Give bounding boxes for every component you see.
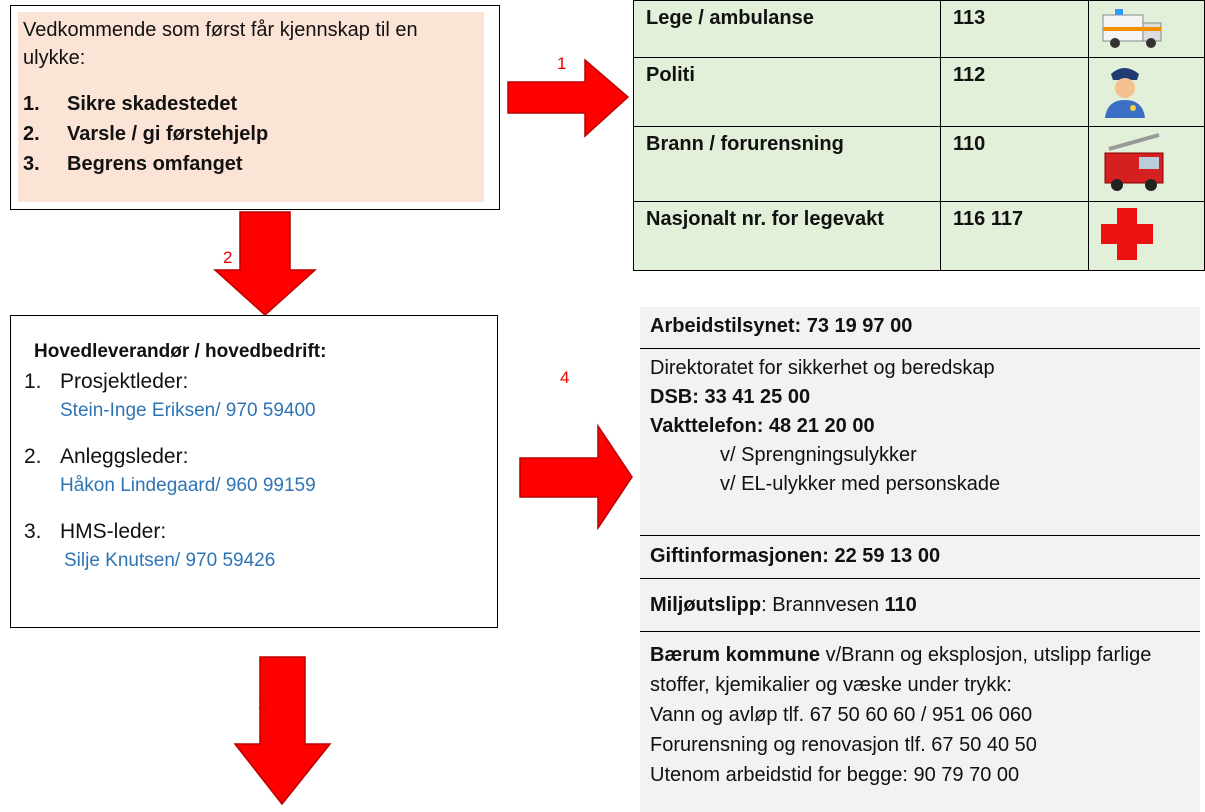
contact-role: Anleggsleder: — [60, 445, 188, 468]
case-line: v/ Sprengningsulykker — [650, 441, 1190, 470]
authority-phone: DSB: 33 41 25 00 — [650, 383, 1190, 412]
arrow-right — [508, 60, 628, 136]
contact-role: HMS-leder: — [60, 520, 166, 543]
authority-line: Forurensning og renovasjon tlf. 67 50 40… — [650, 730, 1190, 760]
contact-number: 3. — [24, 520, 60, 544]
authority-name: Direktoratet for sikkerhet og beredskap — [650, 354, 1190, 383]
contact-item: 1.Prosjektleder: Stein-Inge Eriksen/ 970 … — [24, 370, 316, 422]
arrow-label: 2 — [223, 248, 232, 268]
panel-section: Miljøutslipp: Brannvesen 110 — [640, 579, 1200, 632]
panel-section: Bærum kommune v/Brann og eksplosjon, uts… — [640, 632, 1200, 812]
police-icon — [1099, 60, 1149, 120]
table-row: Lege / ambulanse 113 — [634, 1, 1205, 58]
service-name: Lege / ambulanse — [634, 1, 941, 58]
table-row: Brann / forurensning 110 — [634, 127, 1205, 202]
arrow-down — [235, 657, 330, 804]
arrow-right — [520, 426, 632, 528]
page: Vedkommende som først får kjennskap til … — [0, 0, 1205, 812]
duty-phone: Vakttelefon: 48 21 20 00 — [650, 412, 1190, 441]
authority-number: 110 — [885, 594, 917, 616]
contact-item: 3.HMS-leder: Silje Knutsen/ 970 59426 — [24, 520, 275, 572]
authority-label: Miljøutslipp — [650, 594, 761, 616]
table-row: Politi 112 — [634, 58, 1205, 127]
arrow-label: 3 — [258, 695, 267, 715]
authorities-panel: Arbeidstilsynet: 73 19 97 00 Direktorate… — [640, 307, 1200, 812]
authority-line: Giftinformasjonen: 22 59 13 00 — [650, 545, 940, 567]
panel-section: Giftinformasjonen: 22 59 13 00 — [640, 536, 1200, 579]
fire-truck-icon — [1099, 129, 1169, 195]
contact-number: 1. — [24, 370, 60, 394]
authority-name: Bærum kommune — [650, 644, 820, 666]
authority-text: : Brannvesen — [761, 594, 879, 616]
contact-person: Silje Knutsen/ 970 59426 — [64, 550, 275, 572]
panel-section: Arbeidstilsynet: 73 19 97 00 — [640, 307, 1200, 349]
service-number: 110 — [941, 127, 1089, 202]
contact-person: Håkon Lindegaard/ 960 99159 — [60, 475, 316, 497]
arrow-label: 1 — [557, 54, 566, 74]
red-cross-icon — [1099, 204, 1155, 264]
arrow-label: 4 — [560, 368, 569, 388]
service-number: 113 — [941, 1, 1089, 58]
icon-cell — [1089, 127, 1205, 202]
service-name: Brann / forurensning — [634, 127, 941, 202]
contact-number: 2. — [24, 445, 60, 469]
table-row: Nasjonalt nr. for legevakt 116 117 — [634, 202, 1205, 271]
service-number: 116 117 — [941, 202, 1089, 271]
authority-line: Utenom arbeidstid for begge: 90 79 70 00 — [650, 760, 1190, 790]
icon-cell — [1089, 1, 1205, 58]
contact-person: Stein-Inge Eriksen/ 970 59400 — [60, 400, 316, 422]
icon-cell — [1089, 58, 1205, 127]
icon-cell — [1089, 202, 1205, 271]
contractor-title: Hovedleverandør / hovedbedrift: — [34, 341, 326, 363]
contact-role: Prosjektleder: — [60, 370, 188, 393]
contractor-box: Hovedleverandør / hovedbedrift: 1.Prosje… — [10, 315, 498, 628]
authority-line: Arbeidstilsynet: 73 19 97 00 — [650, 315, 912, 337]
authority-line: Vann og avløp tlf. 67 50 60 60 / 951 06 … — [650, 700, 1190, 730]
case-line: v/ EL-ulykker med personskade — [650, 470, 1190, 499]
contact-item: 2.Anleggsleder: Håkon Lindegaard/ 960 991… — [24, 445, 316, 497]
service-number: 112 — [941, 58, 1089, 127]
service-name: Nasjonalt nr. for legevakt — [634, 202, 941, 271]
emergency-table: Lege / ambulanse 113 Politi 112 Brann / … — [633, 0, 1205, 271]
ambulance-icon — [1099, 3, 1167, 51]
panel-section: Direktoratet for sikkerhet og beredskap … — [640, 349, 1200, 536]
service-name: Politi — [634, 58, 941, 127]
